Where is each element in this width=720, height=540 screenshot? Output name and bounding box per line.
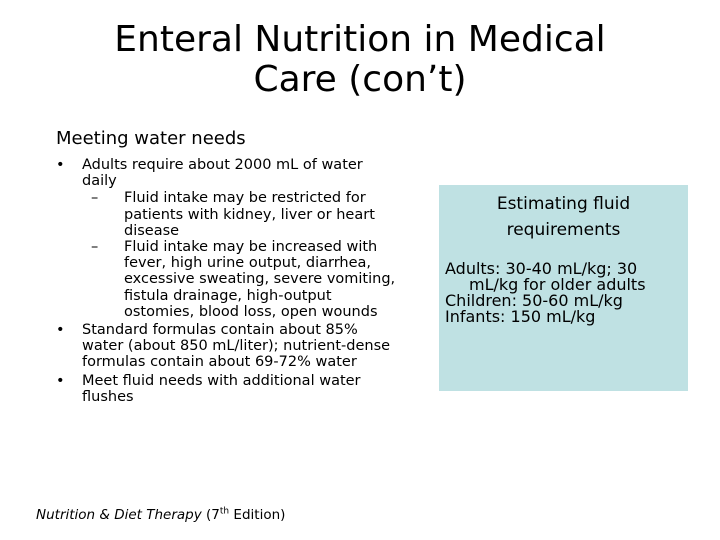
- bullet-formula-water: • Standard formulas contain about 85% wa…: [56, 322, 396, 371]
- slide-title: Enteral Nutrition in Medical Care (con’t…: [40, 20, 680, 100]
- requirement-infants: Infants: 150 mL/kg: [445, 307, 596, 326]
- bullet-text: Standard formulas contain about 85% wate…: [82, 322, 391, 371]
- requirements-list: Adults: 30-40 mL/kg; 30 mL/kg for older …: [445, 261, 682, 325]
- sub-bullet-increased: – Fluid intake may be increased with fev…: [82, 239, 396, 320]
- box-heading-line-1: Estimating fluid: [496, 194, 631, 214]
- source-citation: Nutrition & Diet Therapy (7th Edition): [36, 506, 285, 524]
- bullet-text: Meet fluid needs with additional water f…: [82, 372, 361, 405]
- sub-bullet-restricted: – Fluid intake may be restricted for pat…: [82, 190, 396, 239]
- sub-bullet-text: Fluid intake may be restricted for patie…: [124, 190, 375, 239]
- sub-bullet-list: – Fluid intake may be restricted for pat…: [82, 190, 396, 320]
- fluid-requirements-box: Estimating fluid requirements Adults: 30…: [439, 185, 688, 391]
- citation-book-title: Nutrition & Diet Therapy: [36, 507, 202, 523]
- bullet-adult-water: • Adults require about 2000 mL of water …: [56, 157, 396, 320]
- box-heading: Estimating fluid requirements: [445, 191, 682, 243]
- bullet-list: • Adults require about 2000 mL of water …: [56, 157, 396, 405]
- dash-marker: –: [91, 190, 99, 207]
- bullet-marker: •: [56, 157, 65, 173]
- bullet-text: Adults require about 2000 mL of water da…: [82, 157, 363, 190]
- box-heading-line-2: requirements: [506, 220, 621, 240]
- citation-edition-ordinal: th: [219, 506, 230, 517]
- bullet-marker: •: [56, 372, 65, 389]
- bullet-water-flushes: • Meet fluid needs with additional water…: [56, 373, 396, 405]
- requirement-adults: Adults: 30-40 mL/kg; 30 mL/kg for older …: [445, 259, 646, 294]
- requirement-children: Children: 50-60 mL/kg: [445, 291, 623, 310]
- citation-edition-open: (7: [201, 507, 220, 523]
- slide-title-line-1: Enteral Nutrition in Medical: [114, 19, 606, 60]
- section-subheading: Meeting water needs: [56, 128, 246, 149]
- bullet-marker: •: [56, 322, 65, 339]
- sub-bullet-text: Fluid intake may be increased with fever…: [124, 239, 396, 320]
- slide-title-line-2: Care (con’t): [253, 59, 467, 100]
- citation-edition-close: Edition): [229, 507, 286, 523]
- dash-marker: –: [91, 239, 99, 256]
